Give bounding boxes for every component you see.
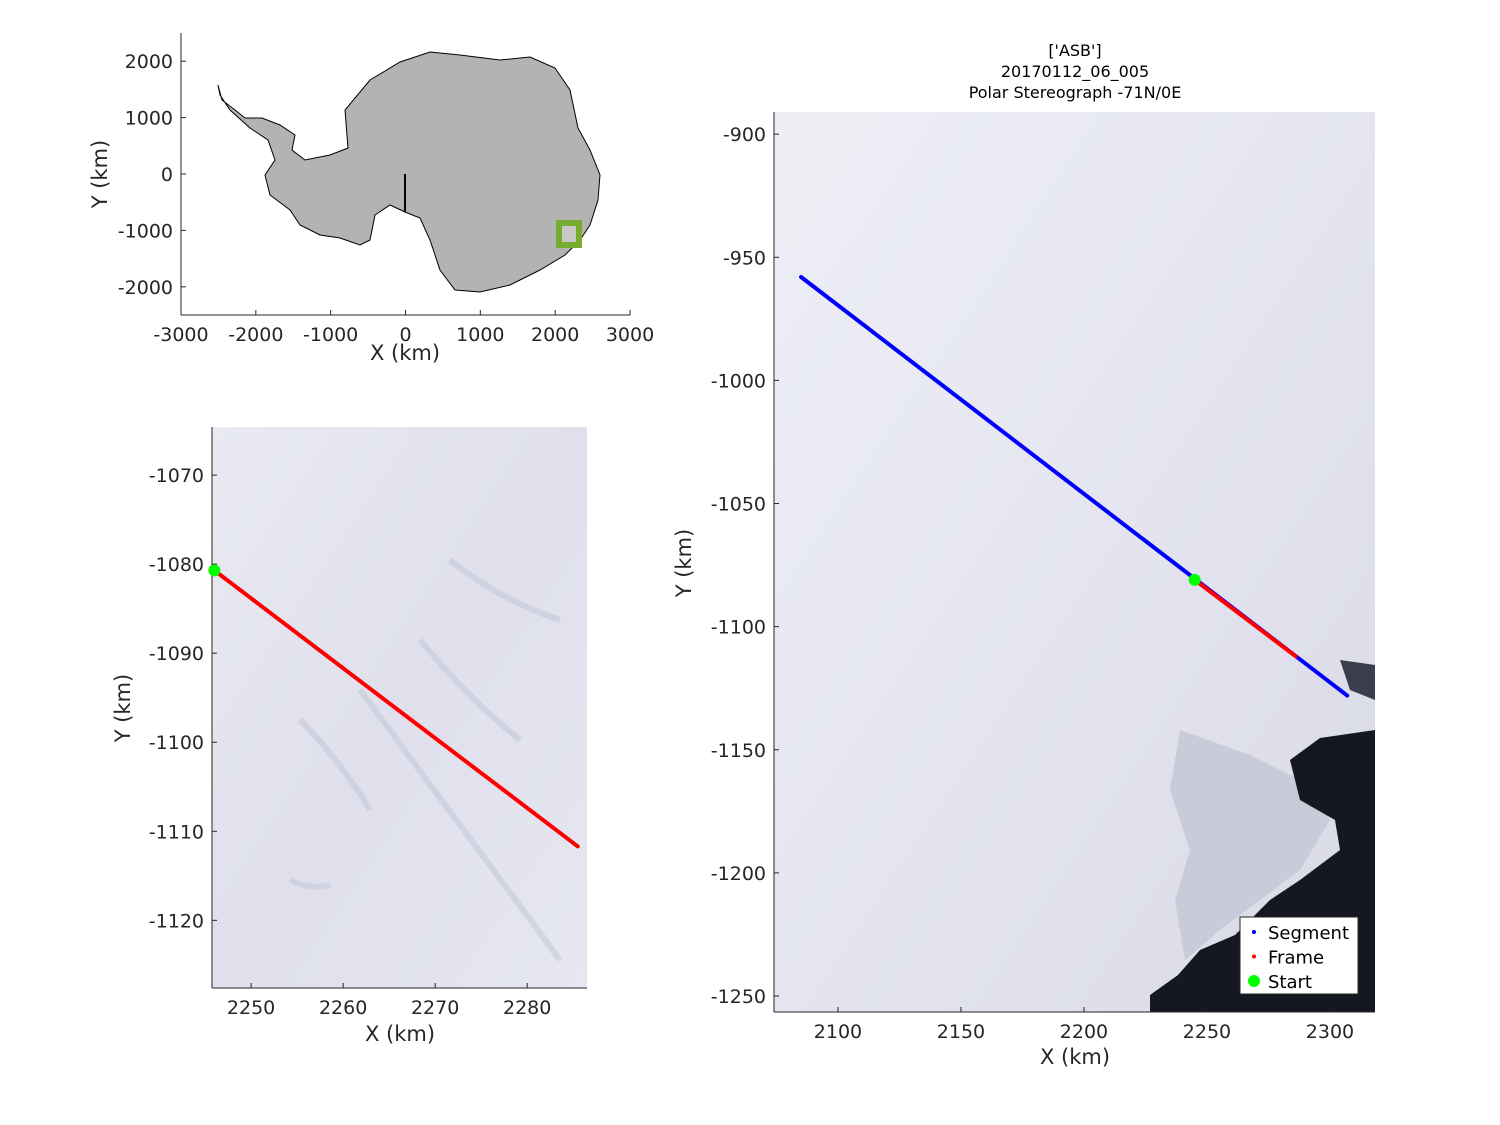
x-tick-label: -1000 — [303, 324, 358, 346]
y-tick-label: -1070 — [149, 465, 204, 487]
x-tick-label: 2300 — [1306, 1021, 1354, 1043]
x-tick-label: 2200 — [1060, 1021, 1108, 1043]
title-line: 20170112_06_005 — [1001, 62, 1149, 82]
satellite-image — [212, 427, 587, 988]
y-tick-label: -1250 — [711, 986, 766, 1008]
x-tick-label: 1000 — [456, 324, 504, 346]
x-tick-label: 2250 — [1183, 1021, 1231, 1043]
legend-marker — [1252, 954, 1256, 959]
start-marker — [208, 564, 221, 577]
y-tick-label: -1090 — [149, 643, 204, 665]
x-tick-label: -2000 — [228, 324, 283, 346]
open-water — [1340, 660, 1375, 700]
y-tick-label: -1100 — [149, 732, 204, 754]
title-line: ['ASB'] — [1048, 41, 1101, 60]
start-marker — [1188, 573, 1201, 586]
y-axis-label: Y (km) — [88, 140, 112, 210]
y-tick-label: -1050 — [711, 494, 766, 516]
y-tick-label: 0 — [161, 164, 173, 186]
legend-label: Frame — [1268, 948, 1324, 969]
y-tick-label: 1000 — [125, 108, 173, 130]
y-tick-label: 2000 — [125, 51, 173, 73]
y-tick-label: -2000 — [118, 277, 173, 299]
y-tick-label: -1200 — [711, 863, 766, 885]
x-tick-label: 2000 — [531, 324, 579, 346]
y-tick-label: -950 — [723, 247, 766, 269]
y-tick-label: -900 — [723, 124, 766, 146]
y-axis-label: Y (km) — [111, 674, 135, 744]
antarctica-land — [217, 51, 601, 293]
x-tick-label: 2250 — [227, 997, 275, 1019]
x-tick-label: 0 — [399, 324, 411, 346]
location-box — [556, 220, 582, 248]
y-tick-label: -1000 — [711, 370, 766, 392]
y-tick-label: -1100 — [711, 617, 766, 639]
x-tick-label: 2100 — [814, 1021, 862, 1043]
y-tick-label: -1120 — [149, 910, 204, 932]
y-axis-label: Y (km) — [672, 529, 696, 599]
x-axis-label: X (km) — [1040, 1045, 1110, 1069]
x-tick-label: 3000 — [606, 324, 654, 346]
y-tick-label: -1150 — [711, 740, 766, 762]
legend-marker — [1248, 975, 1260, 987]
track-line — [212, 568, 580, 849]
title-line: Polar Stereograph -71N/0E — [969, 83, 1182, 102]
x-tick-label: 2270 — [411, 997, 459, 1019]
y-tick-label: -1000 — [118, 220, 173, 242]
sea-ice — [1170, 730, 1330, 960]
x-tick-label: 2260 — [319, 997, 367, 1019]
x-tick-label: -3000 — [153, 324, 208, 346]
legend-label: Start — [1268, 972, 1312, 993]
y-tick-label: -1110 — [149, 821, 204, 843]
legend-marker — [1252, 930, 1256, 934]
track-line — [1192, 577, 1298, 659]
legend-label: Segment — [1268, 923, 1349, 944]
x-axis-label: X (km) — [365, 1022, 435, 1046]
x-tick-label: 2280 — [503, 997, 551, 1019]
x-axis-label: X (km) — [370, 341, 440, 365]
image-texture — [288, 557, 563, 962]
x-tick-label: 2150 — [937, 1021, 985, 1043]
y-tick-label: -1080 — [149, 554, 204, 576]
